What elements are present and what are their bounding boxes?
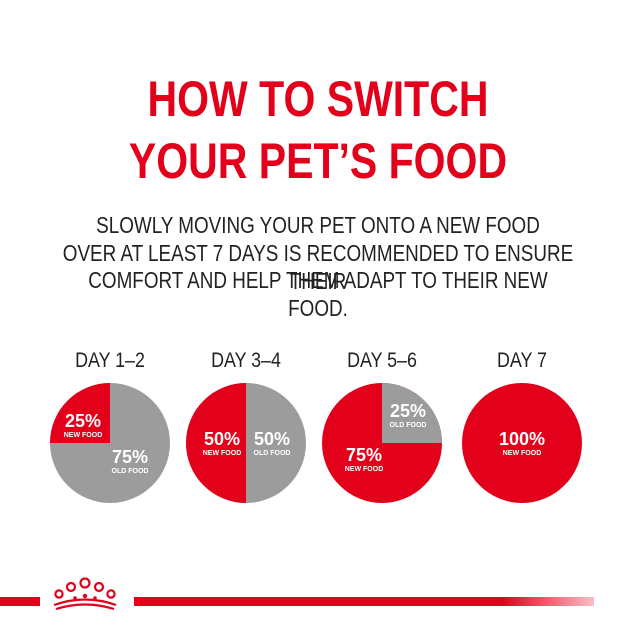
intro-text-line-1: SLOWLY MOVING YOUR PET ONTO A NEW FOOD: [96, 212, 540, 238]
old-food-caption: OLD FOOD: [390, 422, 427, 429]
footer-stripe: [134, 597, 594, 606]
old-food-caption: OLD FOOD: [254, 450, 291, 457]
new-food-caption: NEW FOOD: [203, 450, 242, 457]
new-food-percent: 50%: [204, 429, 240, 449]
day-5-6-pie: 25% OLD FOOD 75% NEW FOOD: [322, 383, 442, 503]
day-1-2-pie: 25% NEW FOOD 75% OLD FOOD: [50, 383, 170, 503]
new-food-caption: NEW FOOD: [345, 466, 384, 473]
royal-canin-crown-icon: [42, 572, 128, 612]
old-food-percent: 50%: [254, 429, 290, 449]
old-food-percent: 25%: [390, 401, 426, 421]
day-1-2-label: DAY 1–2: [75, 349, 145, 372]
new-food-percent: 25%: [65, 411, 101, 431]
new-food-slice: [50, 383, 110, 443]
day-7-label: DAY 7: [497, 349, 547, 372]
new-food-slice: [186, 383, 246, 503]
day-7-pie: 100% NEW FOOD: [462, 383, 582, 503]
new-food-percent: 100%: [499, 429, 545, 449]
page-title-line-2: YOUR PET’S FOOD: [128, 133, 508, 189]
intro-text-line-2: OVER AT LEAST 7 DAYS IS RECOMMENDED TO E…: [62, 240, 574, 294]
new-food-caption: NEW FOOD: [64, 432, 103, 439]
old-food-percent: 75%: [112, 447, 148, 467]
day-5-6-label: DAY 5–6: [347, 349, 417, 372]
old-food-caption: OLD FOOD: [112, 468, 149, 475]
page-title-line-1: HOW TO SWITCH: [147, 71, 489, 127]
intro-text-line-3: COMFORT AND HELP THEM ADAPT TO THEIR NEW…: [88, 267, 548, 321]
day-3-4-label: DAY 3–4: [211, 349, 281, 372]
day-3-4-pie: 50% NEW FOOD 50% OLD FOOD: [186, 383, 306, 503]
old-food-slice: [382, 383, 442, 443]
new-food-slice: [462, 383, 582, 503]
new-food-percent: 75%: [346, 445, 382, 465]
new-food-caption: NEW FOOD: [503, 450, 542, 457]
footer-stripe-left: [0, 597, 40, 606]
